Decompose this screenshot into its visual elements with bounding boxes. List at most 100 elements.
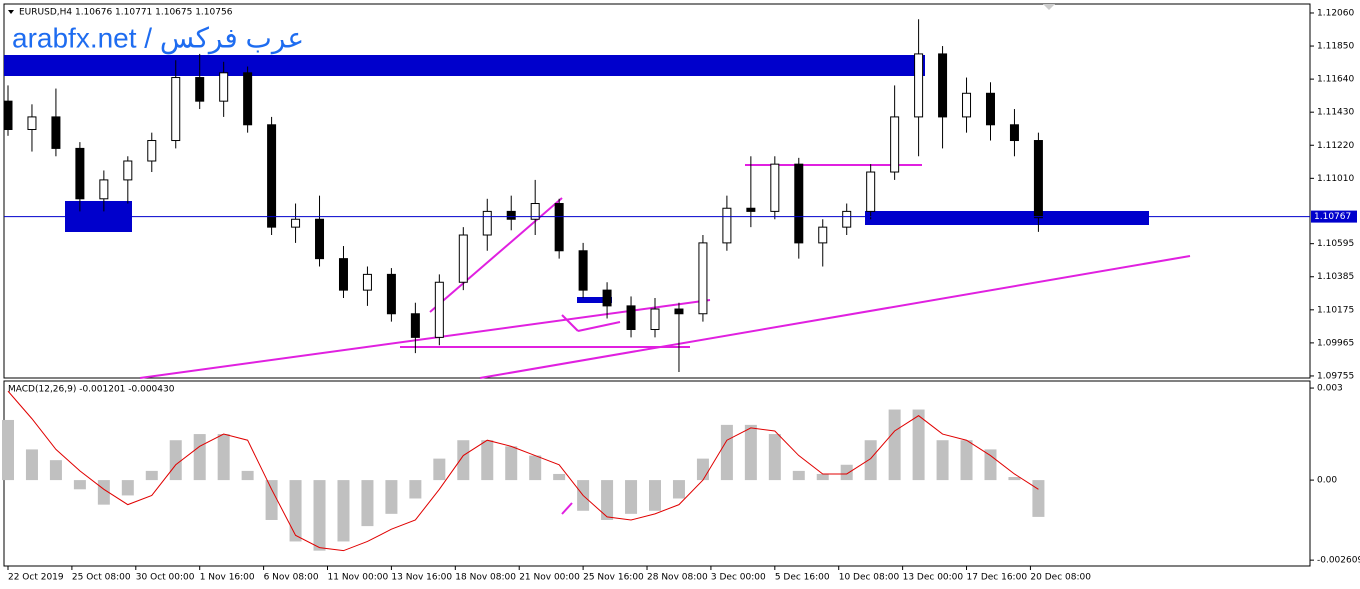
candle-body (338, 258, 348, 291)
y-tick-label: 1.11010 (1317, 174, 1354, 184)
macd-bar (672, 480, 685, 499)
macd-bar (625, 480, 638, 514)
y-tick-label: 1.11850 (1317, 42, 1354, 52)
macd-bar (49, 460, 62, 481)
candle-body (530, 203, 540, 220)
y-tick-label: -0.002609 (1317, 556, 1360, 566)
candle-body (890, 116, 900, 173)
macd-bar (433, 458, 446, 481)
watermark: arabfx.net / عرب فركس (12, 22, 304, 54)
candle-body (243, 72, 253, 126)
candle-body (362, 273, 372, 291)
macd-bar (121, 480, 134, 496)
macd-bar (936, 440, 949, 481)
candle-body (27, 116, 37, 131)
macd-bar (984, 449, 997, 481)
candle-body (866, 171, 876, 212)
trend-line (479, 255, 1191, 379)
macd-bar (505, 446, 518, 481)
macd-bar (385, 480, 398, 514)
macd-bar (696, 458, 709, 481)
candle-body (99, 179, 109, 200)
macd-bar (1032, 480, 1045, 517)
menu-arrow (8, 10, 14, 14)
shift-marker (1043, 4, 1055, 10)
candle-body (410, 313, 420, 338)
candle-body (722, 207, 732, 244)
candle-body (938, 53, 948, 118)
candle-body (554, 203, 564, 252)
candle-body (818, 226, 828, 244)
chart-title: EURUSD,H4 1.10676 1.10771 1.10675 1.1075… (19, 8, 233, 18)
x-tick-label: 21 Nov 00:00 (519, 573, 580, 583)
candle-body (51, 116, 61, 149)
macd-title: MACD(12,26,9) -0.001201 -0.000430 (8, 385, 175, 395)
y-tick-label: 1.10385 (1317, 272, 1354, 282)
candle-body (914, 53, 924, 118)
macd-bar (457, 440, 470, 481)
macd-bar (960, 440, 973, 481)
price-label: 1.10767 (1314, 212, 1351, 222)
candle-body (75, 147, 85, 200)
macd-bar (409, 480, 422, 499)
macd-bar (337, 480, 350, 542)
macd-bar (265, 480, 278, 520)
macd-bar (720, 424, 733, 481)
candle-body (698, 242, 708, 315)
signal-line (7, 390, 1039, 552)
candle-body (985, 92, 995, 126)
macd-bar (97, 480, 110, 505)
x-tick-label: 3 Dec 00:00 (711, 573, 766, 583)
macd-bar (145, 470, 158, 481)
candle-body (171, 77, 181, 142)
macd-bar (553, 473, 566, 481)
candle-body (147, 140, 157, 162)
x-tick-label: 11 Nov 00:00 (328, 573, 389, 583)
macd-bar (792, 470, 805, 481)
zone-rect (4, 55, 925, 76)
macd-bar (744, 424, 757, 481)
macd-bar (601, 480, 614, 520)
macd-bar (816, 473, 829, 481)
y-tick-label: 1.09965 (1317, 338, 1354, 348)
candle-body (794, 163, 804, 244)
candle-body (602, 289, 612, 307)
candle-body (123, 160, 133, 181)
candle-body (219, 72, 229, 102)
macd-bar (529, 455, 542, 481)
y-tick-label: 0.00 (1317, 476, 1337, 486)
macd-bar (864, 440, 877, 481)
candle-body (267, 124, 277, 228)
candle-body (746, 207, 756, 212)
macd-bar (361, 480, 374, 527)
macd-bar (289, 480, 302, 542)
x-tick-label: 28 Nov 08:00 (647, 573, 708, 583)
trend-line (577, 321, 621, 332)
candle-body (1009, 124, 1019, 142)
candle-body (842, 210, 852, 228)
y-tick-label: 1.10175 (1317, 305, 1354, 315)
candle-body (195, 77, 205, 102)
macd-bar (1008, 477, 1021, 481)
macd-bar (1, 419, 14, 481)
y-tick-label: 1.12060 (1317, 8, 1354, 18)
x-tick-label: 6 Nov 08:00 (264, 573, 319, 583)
candle-body (506, 210, 516, 220)
macd-bar (193, 434, 206, 481)
macd-bar (73, 480, 86, 490)
candle-body (291, 218, 301, 228)
candle-body (3, 100, 13, 131)
candle-body (315, 218, 325, 260)
candle-body (770, 163, 780, 212)
macd-bar (481, 440, 494, 481)
zone-rect (577, 297, 612, 303)
macd-bar (649, 480, 662, 511)
x-tick-label: 1 Nov 16:00 (200, 573, 255, 583)
x-tick-label: 20 Dec 08:00 (1030, 573, 1091, 583)
macd-bar (888, 409, 901, 481)
candle-body (650, 308, 660, 330)
x-tick-label: 18 Nov 08:00 (455, 573, 516, 583)
x-tick-label: 25 Nov 16:00 (583, 573, 644, 583)
macd-bar (912, 409, 925, 481)
